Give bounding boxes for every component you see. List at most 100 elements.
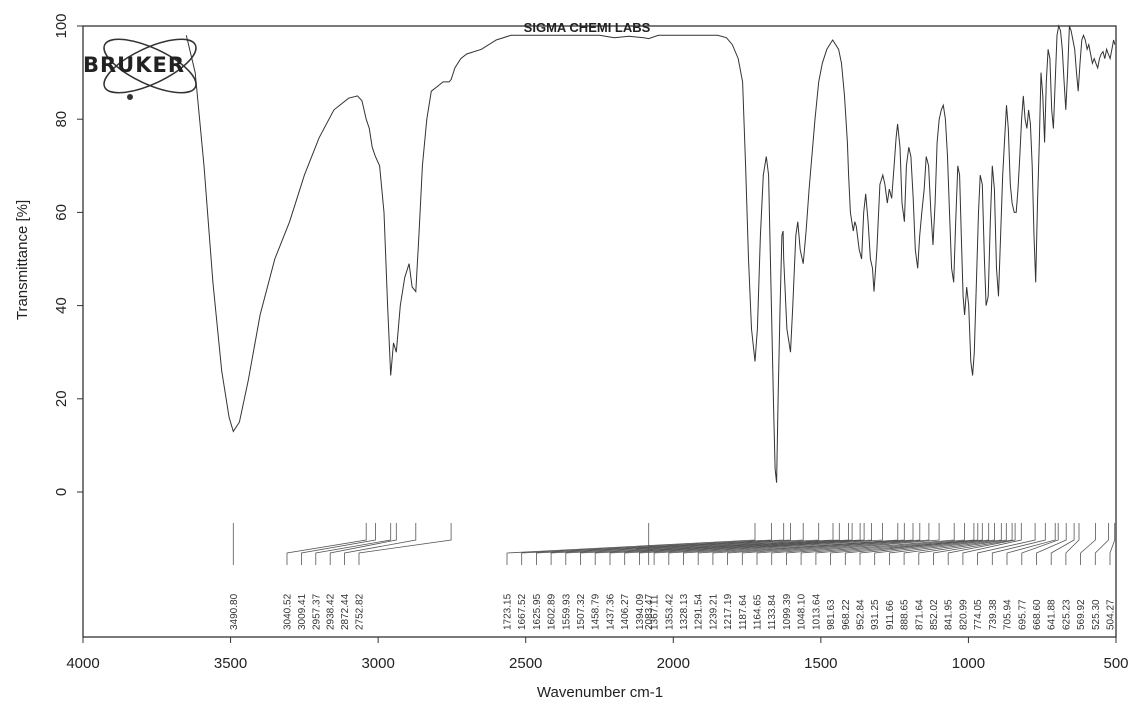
peak-label: 1217.19 [723,593,734,630]
peak-label: 1164.65 [753,594,764,630]
peak-guide-line [521,523,772,565]
x-tick-label: 500 [1103,655,1128,672]
peak-label: 888.65 [900,599,911,630]
bruker-logo: BRUKER [83,38,197,100]
peak-label: 1394.09 [635,593,646,630]
peak-label: 820.99 [958,599,969,630]
peak-guide-line [286,523,367,565]
peak-guide-line [653,523,861,565]
peak-guide-line [918,523,1007,565]
peak-guide-line [889,523,995,565]
peak-label: 1048.10 [797,593,808,630]
peak-label: 1187.64 [738,594,749,630]
peak-label: 641.88 [1047,599,1058,630]
peak-label: 569.92 [1076,599,1087,630]
spectrum-line [185,24,1116,483]
peak-label: 841.95 [944,599,955,630]
peak-label: 1406.27 [620,593,631,630]
peak-label: 1507.32 [576,593,587,630]
peak-label: 1239.21 [708,593,719,630]
plot-frame [82,25,1117,638]
peak-label: 968.22 [841,599,852,630]
peak-guide-line [962,523,1022,565]
peak-label: 2938.42 [326,593,337,630]
peak-guide-line [668,523,865,565]
peak-label: 668.60 [1032,599,1043,630]
peak-label: 1291.54 [694,593,705,630]
peak-guide-line [609,523,840,565]
x-tick-label: 2000 [657,655,690,672]
spectrum-layer [185,24,1116,483]
peak-guide-line [786,523,940,565]
peak-guide-line [727,523,905,565]
y-axis-title: Transmittance [%] [14,200,31,320]
peak-guide-line [580,523,820,565]
peak-label: 504.27 [1106,599,1117,630]
peak-label: 3009.41 [297,593,308,630]
peak-label: 1625.95 [532,593,543,630]
y-tick-label: 100 [53,13,70,38]
peak-guide-line [594,523,834,565]
peak-guide-line [1036,523,1067,565]
peak-guide-line [815,523,965,565]
peak-guide-line [697,523,883,565]
peak-label: 695.77 [1017,599,1028,630]
peak-guide-line [639,523,853,565]
peak-label: 739.38 [988,599,999,630]
peak-guide-line [756,523,921,565]
x-tick-label: 3000 [361,655,394,672]
y-tick-label: 60 [53,204,70,221]
peak-label: 705.94 [1003,599,1014,630]
peak-guide-line [1080,523,1096,565]
peak-label: 1367.11 [650,594,661,630]
peak-guide-line [771,523,930,565]
logo-text: BRUKER [83,53,185,77]
peak-label: 1723.15 [503,593,514,630]
peak-guide-line [329,523,397,565]
peak-label: 1133.84 [767,594,778,630]
peak-guide-line [1050,523,1075,565]
peak-guide-line [991,523,1046,565]
peak-label: 911.66 [885,600,896,630]
peak-label: 1458.79 [591,593,602,630]
peak-guide-line [550,523,791,565]
peak-guide-line [624,523,849,565]
peak-guide-line [712,523,899,565]
x-tick-label: 4000 [66,655,99,672]
peak-guide-line [315,523,392,565]
y-tick-label: 0 [53,488,70,496]
y-axis-ticks: 0 20 40 60 80 100 [53,13,83,496]
x-tick-label: 1000 [952,655,985,672]
peak-guide-line [874,523,990,565]
peak-guide-line [565,523,804,565]
x-tick-label: 3500 [214,655,247,672]
y-tick-label: 80 [53,111,70,128]
peak-guide-line [830,523,975,565]
peak-guide-line [683,523,872,565]
peak-label: 774.05 [973,599,984,630]
peak-guide-line [1109,523,1116,565]
peak-label: 1353.42 [664,593,675,630]
peak-label: 3040.52 [283,593,294,630]
peak-guide-line [1021,523,1059,565]
peak-label: 931.25 [870,599,881,630]
peak-label: 1602.89 [547,593,558,630]
y-tick-label: 20 [53,390,70,407]
peak-guide-line [800,523,955,565]
peak-guide-line [903,523,1002,565]
peak-guide-line [1065,523,1080,565]
peak-guide-line [1094,523,1109,565]
peak-label: 525.30 [1091,599,1102,630]
peak-guide-line [506,523,756,565]
peak-label: 952.84 [856,599,867,630]
peak-label: 871.64 [914,599,925,630]
peak-label: 3490.80 [229,593,240,630]
x-axis-ticks: 4000 3500 3000 2500 2000 1500 1000 500 [66,637,1129,672]
chart-title: SIGMA CHEMI LABS [524,20,651,35]
x-tick-label: 2500 [509,655,542,672]
peak-guide-line [536,523,785,565]
peak-label: 981.63 [826,599,837,630]
peak-labels-layer: 3490.80 3040.52 3009.41 2957.37 2938.42 2872.… [229,523,1117,630]
peak-guide-line [301,523,376,565]
